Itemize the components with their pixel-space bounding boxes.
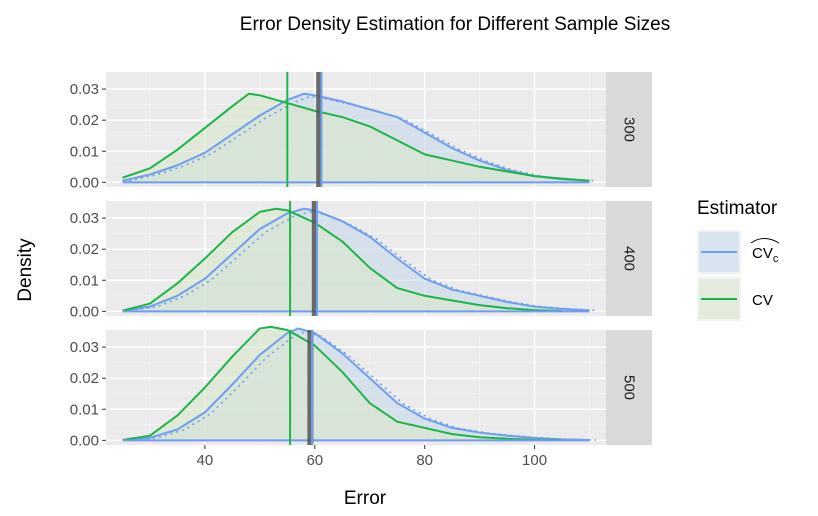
facet-strip-label: 400 (621, 246, 638, 271)
x-axis-title: Error (344, 488, 387, 509)
density-line-cvc (122, 207, 590, 312)
facet-strip (606, 330, 652, 445)
facet-panel-400: 0.00 0.01 0.02 0.03 400 (70, 201, 652, 320)
y-tick-label: 0.00 (70, 303, 99, 320)
density-line-cv (122, 325, 563, 442)
chart-title: Error Density Estimation for Different S… (240, 14, 670, 35)
facet-panel-300: 0.00 0.01 0.02 0.03 300 (70, 72, 652, 191)
x-tick-label: 100 (522, 452, 547, 469)
y-tick-label: 0.00 (70, 174, 99, 191)
x-axis: 40 60 80 100 (197, 445, 547, 469)
y-tick-label: 0.03 (70, 339, 99, 356)
legend-title: Estimator (697, 198, 778, 219)
density-area-cv (122, 93, 590, 183)
density-area-cv (122, 326, 563, 441)
y-tick-label: 0.01 (70, 143, 99, 160)
y-tick-label: 0.00 (70, 432, 99, 449)
density-area-cv (122, 208, 563, 312)
legend-label-cv: CV (752, 292, 773, 309)
legend-label-cvc: CVc (752, 245, 779, 265)
facet-panel-500: 0.00 0.01 0.02 0.03 500 (70, 325, 652, 449)
x-tick-label: 80 (416, 452, 433, 469)
facet-panels: 0.000.010.020.033000.000.010.020.034000.… (70, 72, 652, 449)
y-tick-label: 0.01 (70, 401, 99, 418)
facet-strip-label: 300 (621, 117, 638, 142)
legend-label-subscript: c (773, 253, 779, 265)
facet-strip (606, 201, 652, 316)
density-line-cvc (122, 92, 590, 182)
y-tick-label: 0.02 (70, 112, 99, 129)
density-line-cv (122, 207, 563, 313)
density-line-cvc (122, 327, 590, 442)
legend-hat-icon (750, 238, 780, 244)
x-tick-label: 40 (197, 452, 214, 469)
facet-strip (606, 72, 652, 187)
legend: Estimator CVc CV (697, 198, 780, 321)
facet-strip-label: 500 (621, 375, 638, 400)
density-line-cv (122, 92, 590, 182)
y-tick-label: 0.02 (70, 370, 99, 387)
y-tick-label: 0.02 (70, 241, 99, 258)
x-tick-label: 60 (306, 452, 323, 469)
y-tick-label: 0.03 (70, 81, 99, 98)
y-axis-title: Density (15, 238, 36, 302)
y-tick-label: 0.01 (70, 272, 99, 289)
y-tick-label: 0.03 (70, 210, 99, 227)
